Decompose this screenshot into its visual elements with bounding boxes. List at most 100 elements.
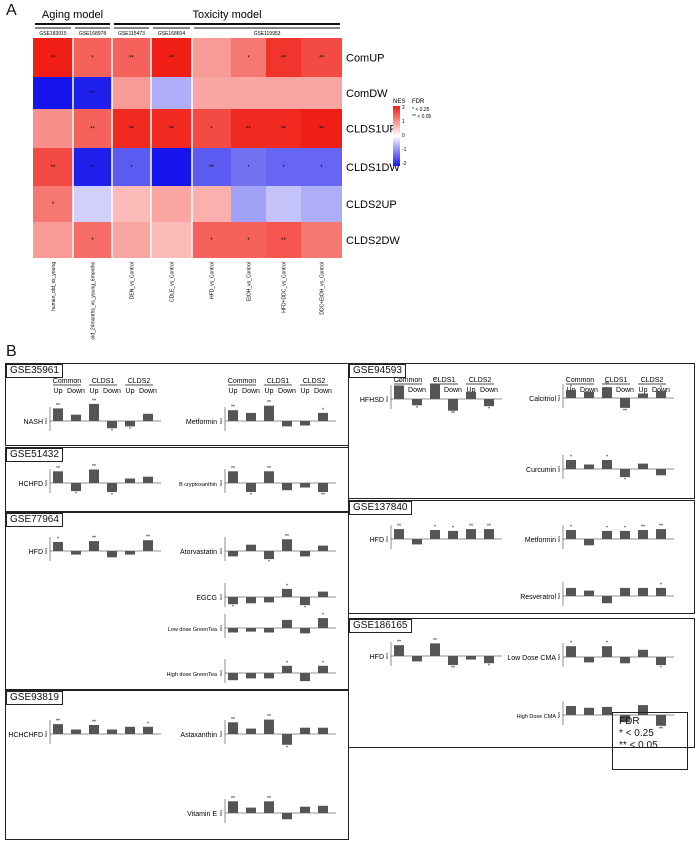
bar-significance: * [286, 660, 288, 666]
heatmap-fdr-item: ** < 0.05 [412, 114, 432, 120]
heatmap-cell [231, 77, 266, 109]
dataset-label: GSE35961 [6, 364, 63, 378]
bar [264, 801, 274, 813]
fdr-legend-title: FDR [619, 716, 640, 727]
bar [620, 469, 630, 478]
heatmap-cell [151, 77, 192, 109]
heatmap-cell [192, 109, 231, 148]
bar [412, 539, 422, 545]
significance-mark: * [210, 238, 213, 244]
bar [264, 551, 274, 560]
bar-significance: ** [487, 524, 491, 530]
colorbar-tick: -1 [402, 147, 407, 153]
bar [282, 588, 292, 597]
bar [53, 542, 63, 551]
row-label: ComDW [346, 88, 388, 100]
significance-mark: * [247, 56, 250, 62]
treatment-label: HFHSD [360, 397, 384, 404]
bar-label: Up [301, 388, 310, 395]
dataset-label: GSE137840 [349, 501, 412, 515]
y-axis-label: NES [557, 536, 561, 542]
significance-mark: ** [246, 127, 251, 133]
bar-label: Down [480, 387, 498, 394]
bar [282, 421, 292, 427]
bar-significance: * [322, 613, 324, 619]
significance-mark: * [52, 202, 55, 208]
treatment-label: Calcitriol [529, 396, 556, 403]
bar [412, 656, 422, 662]
bar [466, 656, 476, 660]
bar [71, 483, 81, 492]
bar [125, 551, 135, 555]
fdr-legend-item: * < 0.25 [619, 728, 654, 739]
significance-mark: ** [319, 56, 324, 62]
treatment-label: Low Dose CMA [507, 655, 556, 662]
bar [282, 813, 292, 820]
heatmap-cell [112, 222, 151, 258]
bar [71, 414, 81, 421]
group-header: CLDS2 [303, 378, 326, 385]
bar-significance: ** [92, 464, 96, 470]
bar [246, 807, 256, 813]
group-header: CLDS2 [128, 378, 151, 385]
bar-significance: ** [267, 466, 271, 472]
heatmap-cell [33, 222, 73, 258]
heatmap-cell [33, 109, 73, 148]
heatmap-cell [231, 109, 266, 148]
heatmap-cell [266, 148, 301, 186]
heatmap-cell [33, 77, 73, 109]
dataset-panel: GSE94593CommonCLDS1CLDS2UpDownUpDownUpDo… [348, 363, 695, 499]
bar-significance: ** [469, 524, 473, 530]
bar [125, 421, 135, 427]
significance-mark: ** [281, 56, 286, 62]
heatmap-cell [301, 222, 342, 258]
bar-significance: * [75, 492, 77, 498]
bar-label: Down [67, 388, 85, 395]
bar [584, 464, 594, 469]
bar [143, 476, 153, 483]
y-axis-label: NES [557, 395, 561, 401]
heatmap-cell [266, 186, 301, 222]
bar [566, 587, 576, 596]
bar-label: Down [616, 387, 634, 394]
bar-significance: ** [231, 796, 235, 802]
dataset-label: GSE186165 [349, 619, 412, 633]
bar-significance: * [660, 666, 662, 672]
column-label: DDC+EtOH_vs_Control [320, 262, 326, 315]
bar-label: Down [103, 388, 121, 395]
heatmap-cell [266, 38, 301, 77]
bar-significance: * [624, 525, 626, 531]
bar-significance: ** [451, 666, 455, 672]
bar-significance: ** [659, 524, 663, 530]
row-label: CLDS1DW [346, 162, 400, 174]
heatmap-cell [192, 222, 231, 258]
bar [318, 591, 328, 597]
dataset-label: GSE93819 [6, 691, 63, 705]
bar-significance: ** [321, 493, 325, 499]
heatmap-cell [231, 38, 266, 77]
heatmap-cell [73, 38, 112, 77]
significance-mark: ** [281, 127, 286, 133]
bar [125, 478, 135, 483]
treatment-label: Metformin [525, 537, 556, 544]
bar-significance: ** [451, 411, 455, 417]
bar-significance: ** [623, 408, 627, 414]
heatmap-cell [73, 186, 112, 222]
bar [430, 530, 440, 539]
y-axis-label: NES [219, 810, 223, 816]
bar [484, 656, 494, 664]
bar [584, 707, 594, 715]
bar [264, 597, 274, 603]
bar [107, 551, 117, 558]
heatmap-cell [192, 186, 231, 222]
heatmap-chart: Aging model Toxicity model GSE183915 GSE168… [33, 9, 432, 340]
y-axis-label: NES [44, 731, 48, 737]
bar [318, 727, 328, 734]
bar [466, 529, 476, 539]
bar-significance: * [111, 493, 113, 499]
